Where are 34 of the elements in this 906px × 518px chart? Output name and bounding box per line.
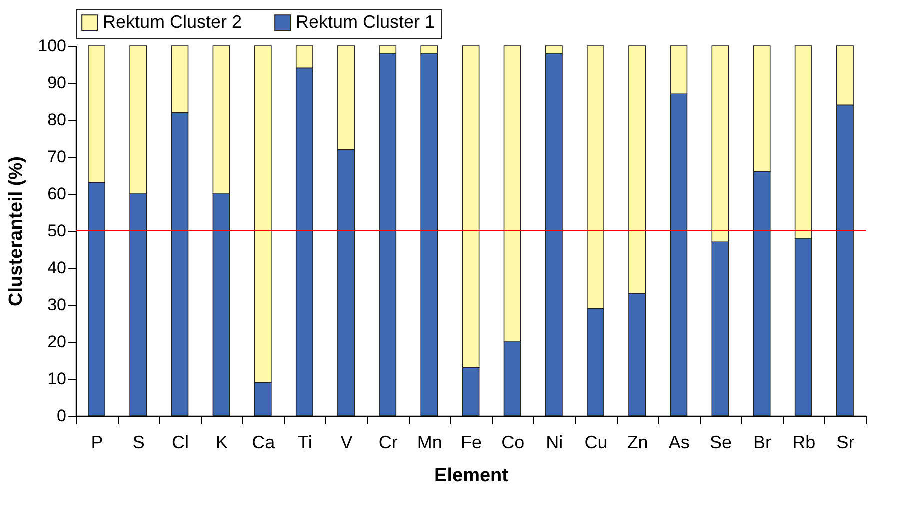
y-tick-label: 80 [48, 110, 66, 130]
x-axis-title: Element [434, 466, 510, 486]
x-tick-label: Co [502, 432, 525, 452]
y-tick-label: 70 [48, 148, 66, 166]
x-tick-label: Br [754, 432, 772, 452]
legend-label: Rektum Cluster 1 [296, 12, 436, 32]
x-tick-label: As [668, 432, 690, 452]
x-tick-label: Se [710, 432, 732, 452]
y-tick-label: 20 [48, 332, 66, 352]
legend-label: Rektum Cluster 2 [103, 12, 242, 32]
x-tick-label: Sr [836, 432, 855, 452]
x-tick-label: Fe [460, 432, 482, 452]
x-tick-label: Ca [252, 432, 276, 452]
x-tick-label: Mn [417, 432, 442, 452]
y-tick-label: 50 [48, 222, 66, 240]
x-tick-label: Zn [627, 432, 648, 452]
x-tick-label: Ni [546, 432, 564, 452]
x-tick-label: K [216, 432, 228, 452]
x-tick-label: Cr [378, 432, 398, 452]
y-axis-title: Clusteranteil (%) [6, 156, 28, 306]
x-tick-label: S [132, 432, 145, 452]
y-tick-label: 90 [48, 74, 66, 92]
x-tick-label: Cl [172, 432, 189, 452]
x-tick-label: V [340, 432, 353, 452]
y-tick-label: 100 [38, 36, 66, 56]
x-tick-label: Ti [298, 432, 312, 452]
y-tick-label: 60 [48, 184, 66, 204]
y-tick-label: 10 [48, 370, 66, 388]
y-tick-label: 0 [57, 406, 66, 426]
x-tick-label: Rb [792, 432, 816, 452]
y-tick-label: 30 [48, 296, 66, 314]
y-tick-label: 40 [48, 258, 66, 278]
x-tick-label: Cu [584, 432, 608, 452]
x-tick-label: P [91, 432, 104, 452]
